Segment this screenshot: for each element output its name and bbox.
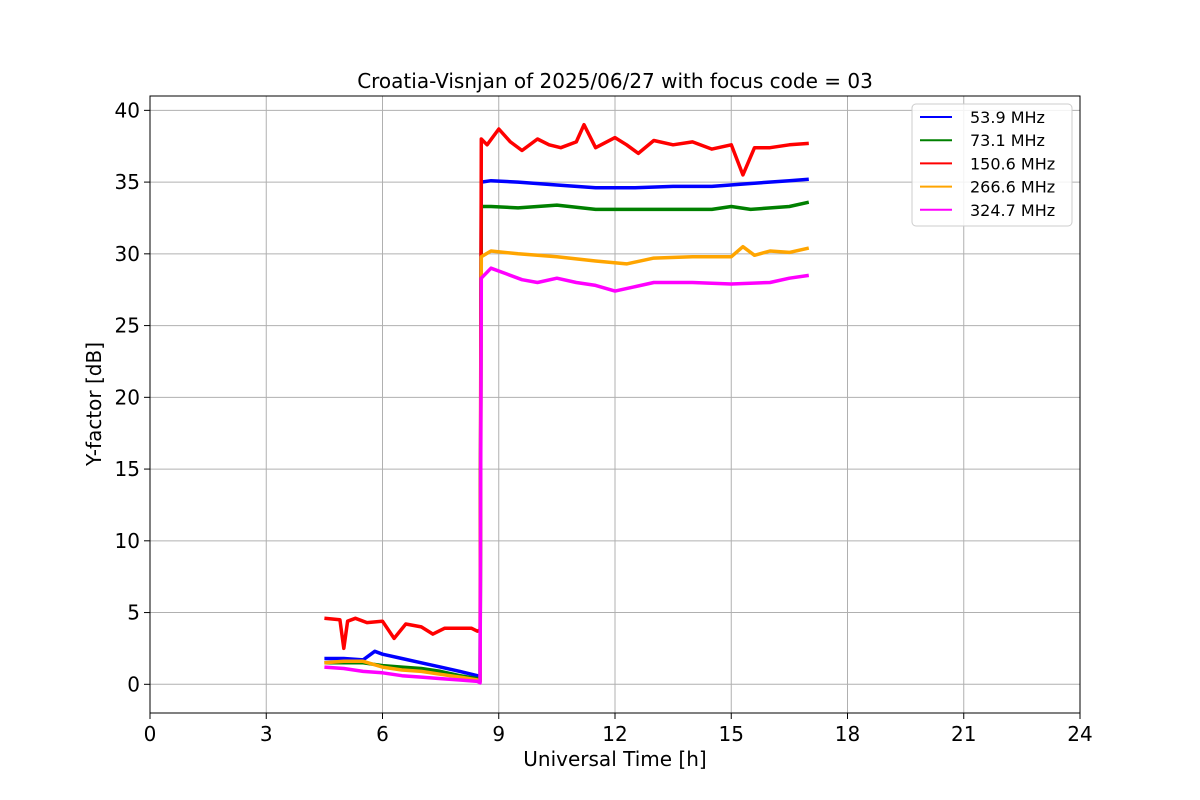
x-tick-label: 18 [835,722,860,746]
legend-label: 324.7 MHz [970,201,1055,220]
x-axis-ticks: 0 3 6 9 12 15 18 21 24 [144,713,1093,746]
x-tick-label: 9 [492,722,505,746]
grid-layer [149,96,1081,713]
x-tick-label: 0 [144,722,157,746]
legend-label: 53.9 MHz [970,108,1045,127]
y-tick-label: 5 [127,601,140,625]
series-line-3 [324,244,810,684]
series-line-1 [324,200,810,684]
y-tick-label: 20 [115,385,140,409]
x-tick-label: 21 [951,722,976,746]
legend-label: 150.6 MHz [970,154,1055,173]
y-tick-label: 25 [115,314,140,338]
legend-label: 73.1 MHz [970,131,1045,150]
series-line-4 [324,266,810,685]
y-tick-label: 40 [115,98,140,122]
y-tick-label: 10 [115,529,140,553]
x-tick-label: 3 [260,722,273,746]
y-tick-label: 35 [115,170,140,194]
y-axis-label: Y-factor [dB] [82,342,106,467]
series-line-2 [324,122,809,651]
legend-box [911,103,1073,227]
legend-label: 266.6 MHz [970,178,1055,197]
legend: 53.9 MHz 73.1 MHz 150.6 MHz 266.6 MHz 324.7… [911,103,1073,227]
y-tick-label: 30 [115,242,140,266]
y-tick-label: 15 [115,457,140,481]
y-tick-label: 0 [127,672,140,696]
series-layer [324,122,810,685]
x-axis-label: Universal Time [h] [523,747,706,771]
x-tick-label: 6 [376,722,389,746]
x-tick-label: 12 [602,722,627,746]
chart-title: Croatia-Visnjan of 2025/06/27 with focus… [357,69,873,93]
y-axis-ticks: 0 5 10 15 20 25 30 35 40 [115,98,150,696]
x-tick-label: 15 [719,722,744,746]
x-tick-label: 24 [1067,722,1092,746]
